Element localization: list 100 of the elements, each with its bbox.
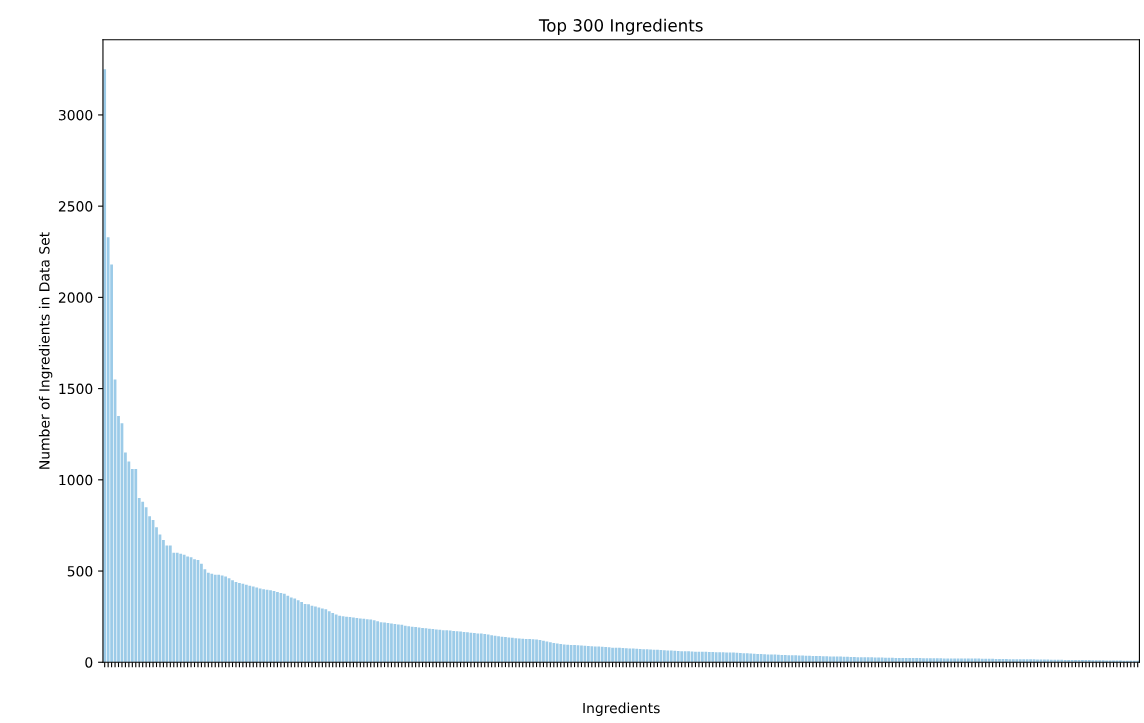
bar <box>338 615 341 663</box>
bar <box>369 619 373 663</box>
bar <box>514 638 518 663</box>
bar <box>593 646 597 663</box>
bar <box>597 646 601 663</box>
bar <box>562 644 566 663</box>
bar <box>231 580 234 663</box>
bar <box>866 657 870 663</box>
bar <box>276 592 279 663</box>
bar <box>383 622 386 663</box>
bar <box>856 657 860 663</box>
bar <box>704 651 708 663</box>
bar <box>960 658 963 663</box>
bar <box>991 658 994 663</box>
bar <box>334 614 338 663</box>
bar <box>1087 660 1091 663</box>
bar <box>186 556 189 663</box>
bar <box>258 588 262 663</box>
bar <box>407 626 411 663</box>
bar <box>466 632 469 663</box>
bar <box>1081 660 1084 663</box>
bar <box>973 658 977 663</box>
bar <box>835 656 839 663</box>
bar <box>179 553 183 663</box>
bar <box>666 650 670 663</box>
bar <box>175 552 179 663</box>
bar <box>749 653 753 663</box>
bar <box>877 657 880 663</box>
bar <box>476 633 480 663</box>
bar <box>497 636 500 663</box>
bar <box>935 658 939 663</box>
bar <box>770 654 773 663</box>
bar <box>970 658 974 663</box>
bar <box>448 630 452 663</box>
bar <box>987 658 991 663</box>
bar <box>1022 659 1026 663</box>
bar <box>904 657 908 663</box>
bar <box>676 650 680 663</box>
bar <box>977 658 981 663</box>
bar <box>911 658 915 663</box>
bar <box>573 644 576 663</box>
bar <box>618 647 621 663</box>
bar <box>438 629 442 663</box>
bar <box>922 658 925 663</box>
bar <box>445 630 449 663</box>
bar <box>331 613 335 663</box>
bar <box>403 625 407 663</box>
bar <box>390 623 393 663</box>
bar <box>946 658 950 663</box>
x-axis-title: Ingredients <box>583 702 660 716</box>
bar <box>262 589 265 663</box>
bar <box>200 563 203 663</box>
bar <box>980 658 984 663</box>
bar <box>286 595 290 663</box>
bar <box>853 656 856 663</box>
bar <box>825 656 829 663</box>
bar <box>220 575 224 663</box>
bar <box>901 657 905 663</box>
bar <box>635 648 639 663</box>
bar <box>327 611 331 663</box>
bar <box>787 655 791 663</box>
bar <box>939 658 943 663</box>
bar <box>725 652 728 663</box>
bar <box>953 658 956 663</box>
bar <box>517 638 521 663</box>
y-tick-label: 1000 <box>59 474 93 486</box>
bar <box>428 628 431 663</box>
bar <box>193 559 196 663</box>
bar <box>808 655 811 663</box>
bar <box>801 655 804 663</box>
bar <box>206 572 210 663</box>
bar <box>714 652 718 663</box>
bar <box>524 638 528 663</box>
y-tick-label: 2500 <box>58 201 93 212</box>
bar <box>141 501 145 663</box>
bar <box>897 657 901 663</box>
bar <box>794 655 798 663</box>
bar <box>745 653 749 663</box>
bar <box>821 656 825 663</box>
bar <box>314 606 317 663</box>
bar <box>739 652 742 663</box>
bar <box>552 642 556 663</box>
bar <box>780 654 784 663</box>
bar <box>345 616 348 663</box>
bar <box>915 658 918 663</box>
bar <box>255 587 259 663</box>
bar <box>1008 659 1012 663</box>
y-axis-title: Number of Ingredients in Data Set <box>38 232 53 469</box>
bar <box>441 630 445 663</box>
bar <box>1098 660 1102 663</box>
bar <box>559 644 563 663</box>
bar <box>929 658 932 663</box>
bar <box>908 658 912 663</box>
bar <box>590 646 594 663</box>
bar <box>400 624 404 663</box>
bar <box>732 652 735 663</box>
bar <box>669 650 673 663</box>
bar <box>797 655 801 663</box>
bar <box>846 656 849 663</box>
bar <box>580 645 583 663</box>
